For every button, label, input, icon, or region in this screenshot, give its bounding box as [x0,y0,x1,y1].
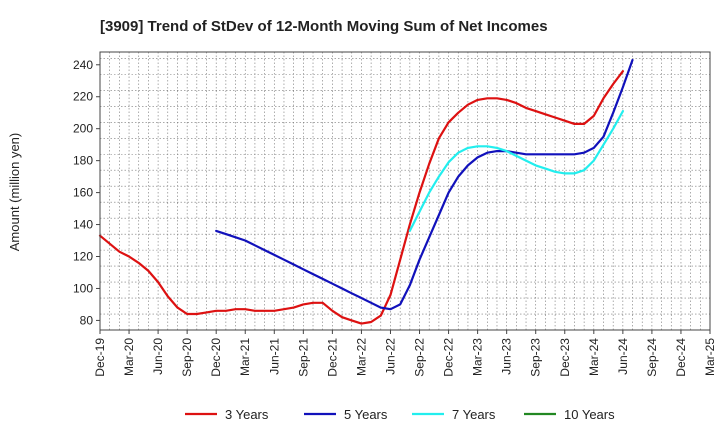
plot-frame [99,51,711,331]
series-line-7-years [408,110,624,232]
y-ticks: 80 100 120 140 160 180 200 220 240 [73,58,100,327]
x-tick-label: Jun-23 [500,338,514,375]
y-tick-label: 200 [73,122,93,136]
y-tick-label: 140 [73,218,93,232]
legend: 3 Years 5 Years 7 Years 10 Years [185,407,615,422]
legend-label-3-years: 3 Years [225,407,269,422]
x-tick-label: Sep-22 [413,338,427,377]
y-tick-label: 240 [73,58,93,72]
legend-label-7-years: 7 Years [452,407,496,422]
x-tick-label: Mar-23 [471,338,485,376]
x-tick-label: Mar-24 [587,338,601,376]
x-tick-label: Dec-23 [558,338,572,377]
grid [99,52,711,331]
x-ticks: Dec-19 Mar-20 Jun-20 Sep-20 Dec-20 Mar-21 Jun-… [93,330,717,377]
x-tick-label: Sep-24 [645,338,659,377]
x-tick-label: Dec-20 [209,338,223,377]
x-tick-label: Mar-25 [703,338,717,376]
series-line-3-years [98,70,624,325]
x-tick-label: Dec-19 [93,338,107,377]
series-group [98,58,634,325]
x-tick-label: Sep-23 [529,338,543,377]
y-tick-label: 80 [80,313,94,327]
x-tick-label: Mar-21 [238,338,252,376]
chart-title: [3909] Trend of StDev of 12-Month Moving… [100,18,548,35]
y-tick-label: 160 [73,186,93,200]
y-tick-label: 120 [73,250,93,264]
x-tick-label: Jun-22 [383,338,397,375]
x-tick-label: Jun-21 [267,338,281,375]
x-tick-label: Jun-20 [151,338,165,375]
x-tick-label: Mar-22 [354,338,368,376]
y-axis-label: Amount (million yen) [7,133,22,252]
y-tick-label: 180 [73,154,93,168]
x-tick-label: Mar-20 [122,338,136,376]
x-tick-label: Dec-24 [674,338,688,377]
x-tick-label: Sep-20 [180,338,194,377]
legend-label-10-years: 10 Years [564,407,615,422]
x-tick-label: Jun-24 [616,338,630,375]
series-line-5-years [215,58,634,311]
y-tick-label: 100 [73,281,93,295]
x-tick-label: Sep-21 [296,338,310,377]
y-tick-label: 220 [73,90,93,104]
x-tick-label: Dec-21 [325,338,339,377]
x-tick-label: Dec-22 [442,338,456,377]
legend-label-5-years: 5 Years [344,407,388,422]
